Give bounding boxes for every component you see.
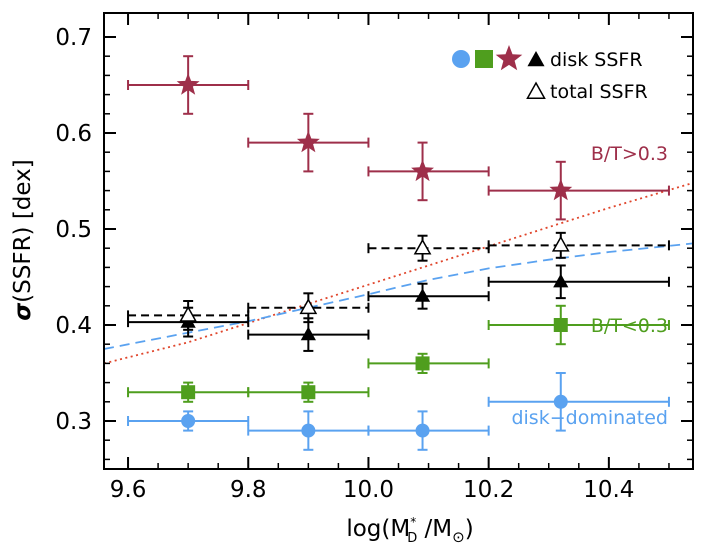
total_ssfr-point — [127, 300, 250, 331]
bt_low-series — [127, 304, 670, 403]
disk_ssfr-point — [487, 264, 670, 300]
disk_dom-annotation: disk−dominated — [511, 407, 668, 429]
total_ssfr-marker — [299, 298, 318, 315]
disk_dom-point — [127, 410, 250, 432]
data-series — [127, 55, 670, 451]
x-axis-title: log(M* D /M⊙) — [346, 515, 473, 546]
bt_low-point — [367, 352, 490, 374]
legend-circle-icon — [452, 50, 470, 68]
legend: disk SSFR total SSFR — [452, 45, 648, 103]
disk_ssfr-series — [127, 264, 670, 352]
disk_ssfr-marker — [553, 273, 569, 288]
y-tick-label: 0.7 — [55, 25, 92, 51]
y-tick-label: 0.6 — [55, 121, 92, 147]
total_ssfr-point — [367, 234, 490, 262]
bt_low-marker — [181, 385, 196, 400]
disk_ssfr-point — [247, 317, 370, 352]
bt_high-marker — [549, 178, 573, 201]
total_ssfr-series — [127, 231, 670, 331]
x-tick-label: 10.4 — [583, 477, 634, 503]
bt_high-marker — [296, 130, 320, 153]
bt_low-marker — [301, 385, 316, 400]
bt_low-marker — [553, 318, 568, 332]
x-tick-label: 10.2 — [463, 477, 514, 503]
bt_high-point — [487, 160, 670, 221]
total_ssfr-point — [247, 292, 370, 324]
total_ssfr-point — [487, 231, 670, 259]
y-tick-label: 0.4 — [55, 313, 92, 339]
total_ssfr-marker — [551, 235, 570, 252]
legend-label-total: total SSFR — [550, 81, 648, 103]
legend-filled-triangle-icon — [527, 51, 545, 67]
annotations: B/T>0.3 B/T<0.3 disk−dominated — [511, 143, 668, 429]
disk_dom-point — [247, 410, 370, 451]
legend-label-disk: disk SSFR — [550, 49, 643, 71]
x-tick-label: 9.8 — [230, 477, 267, 503]
bt_low-point — [127, 381, 250, 403]
bt_high-point — [127, 55, 250, 115]
disk_ssfr-point — [367, 282, 490, 310]
y-axis-title: σ(SSFR) [dex] — [10, 159, 36, 321]
legend-star-icon — [495, 45, 523, 71]
bt_low-point — [487, 304, 670, 346]
legend-open-triangle-icon — [526, 81, 546, 100]
disk_dom-point — [367, 410, 490, 451]
disk_dom-marker — [415, 423, 430, 438]
disk_dom-marker — [181, 414, 196, 428]
bt_high-marker — [411, 159, 434, 182]
bt_high-annotation: B/T>0.3 — [591, 143, 668, 165]
blue-dashed-curve — [103, 242, 694, 350]
total_ssfr-marker — [179, 305, 198, 322]
red-dotted-curve — [103, 182, 694, 365]
bt_low-point — [247, 381, 370, 403]
disk_ssfr-marker — [300, 326, 316, 341]
y-tick-label: 0.5 — [55, 217, 92, 243]
bt_high-point — [367, 141, 490, 202]
model-curves — [103, 182, 694, 365]
total_ssfr-marker — [413, 238, 432, 255]
x-tick-label: 9.6 — [110, 477, 147, 503]
disk_dom-marker — [301, 423, 316, 438]
bt_high-marker — [176, 73, 200, 95]
bt_low-marker — [415, 356, 430, 371]
disk_dom-series — [127, 372, 670, 451]
disk_ssfr-marker — [414, 288, 431, 302]
bt_high-series — [127, 55, 670, 221]
disk_dom-marker — [553, 394, 568, 409]
disk_dom-point — [487, 372, 670, 432]
bt_low-annotation: B/T<0.3 — [591, 315, 668, 337]
y-tick-label: 0.3 — [55, 409, 92, 435]
bt_high-point — [247, 112, 370, 173]
axes: 9.6 9.8 10.0 10.2 10.4 0.3 0.4 0.5 0.6 0.7 — [55, 12, 694, 503]
x-tick-label: 10.0 — [343, 477, 394, 503]
legend-square-icon — [475, 50, 493, 68]
